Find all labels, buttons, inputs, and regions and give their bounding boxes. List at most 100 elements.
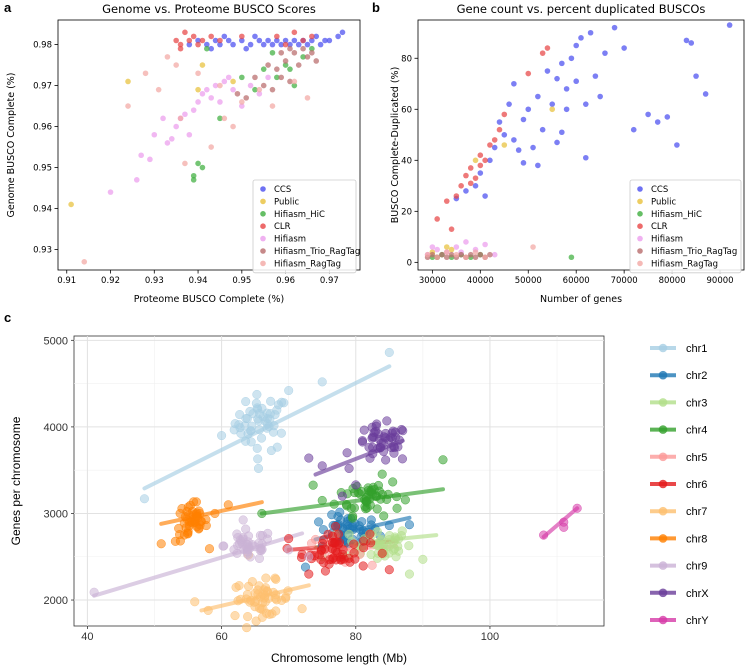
legend-marker — [637, 248, 643, 254]
data-point-chr6 — [377, 548, 387, 558]
data-point-hifiasm — [151, 131, 158, 138]
data-point-hifiasm — [133, 177, 140, 183]
data-point-hifiasm_ragtag — [530, 244, 536, 250]
data-point-hifiasm — [239, 103, 245, 109]
data-point-hifiasm_ragtag — [472, 249, 479, 255]
data-point-hifiasm_trio_ragtag — [234, 90, 241, 97]
panel-a-x-label: Proteome BUSCO Complete (%) — [134, 294, 284, 305]
data-point-hifiasm — [256, 90, 263, 97]
data-point-hifiasm — [204, 86, 210, 93]
data-point-hifiasm_hic — [204, 45, 210, 52]
data-point-chr3 — [390, 535, 400, 545]
legend-marker — [637, 211, 643, 217]
panel-c-letter: c — [4, 310, 11, 325]
legend-marker — [260, 211, 266, 217]
panel-a-letter: a — [4, 0, 12, 15]
data-point-chr2 — [384, 521, 394, 531]
data-point-ccs — [217, 41, 223, 48]
data-point-ccs — [520, 116, 527, 123]
data-point-ccs — [291, 37, 298, 44]
data-point-hifiasm — [107, 189, 114, 195]
data-point-chr4 — [361, 496, 371, 506]
x-tick-label: 60000 — [563, 276, 590, 286]
legend-label: chrX — [686, 588, 709, 600]
legend-label: chr3 — [686, 397, 707, 409]
data-point-ccs — [683, 37, 690, 44]
data-point-chr1 — [266, 396, 276, 406]
data-point-chr1 — [235, 410, 245, 420]
data-point-chr6 — [284, 534, 294, 544]
data-point-chr1 — [254, 425, 265, 435]
panel-c: c 40 60 80 100 2000 3000 4000 5000 chr1 chr2 chr3 c… — [4, 310, 709, 665]
data-point-hifiasm — [217, 99, 223, 105]
data-point-hifiasm_hic — [274, 74, 280, 81]
data-point-hifiasm_trio_ragtag — [269, 86, 276, 93]
data-point-clr — [477, 152, 484, 159]
x-tick-label: 100 — [481, 631, 499, 643]
legend-label: chr2 — [686, 370, 707, 382]
data-point-hifiasm_trio_ragtag — [429, 251, 436, 258]
data-point-ccs — [186, 41, 193, 48]
data-point-chr9 — [89, 587, 99, 597]
legend-marker — [260, 198, 266, 205]
data-point-clr — [182, 29, 188, 36]
data-point-chr7 — [190, 597, 200, 607]
data-point-chr4 — [353, 488, 363, 498]
data-point-clr — [491, 137, 498, 143]
data-point-ccs — [322, 37, 328, 44]
data-point-hifiasm_trio_ragtag — [448, 251, 455, 258]
data-point-hifiasm_hic — [282, 62, 289, 68]
data-point-ccs — [506, 101, 512, 107]
data-point-hifiasm_ragtag — [453, 251, 460, 258]
data-point-hifiasm_ragtag — [221, 115, 228, 122]
data-point-chr7 — [203, 605, 213, 615]
data-point-ccs — [282, 37, 289, 44]
data-point-chrX — [374, 434, 384, 444]
x-tick-label: 60 — [215, 631, 227, 643]
data-point-hifiasm_hic — [252, 86, 258, 93]
data-point-hifiasm_hic — [568, 254, 575, 261]
data-point-chr2 — [327, 510, 337, 520]
data-point-public — [549, 106, 556, 113]
data-point-chr7 — [271, 574, 281, 584]
data-point-hifiasm_trio_ragtag — [300, 45, 306, 52]
x-tick-label: 30000 — [419, 276, 446, 286]
data-point-ccs — [645, 111, 651, 118]
data-point-ccs — [582, 154, 589, 161]
data-point-hifiasm — [230, 86, 236, 93]
data-point-hifiasm — [168, 136, 175, 142]
data-point-chrX — [337, 491, 347, 501]
legend-marker — [260, 248, 266, 254]
data-point-ccs — [602, 50, 608, 56]
data-point-chrX — [381, 455, 391, 465]
data-point-clr — [467, 165, 474, 171]
data-point-chr6 — [327, 531, 338, 541]
data-point-chr1 — [384, 347, 394, 357]
data-point-chr6 — [345, 557, 355, 567]
data-point-chr7 — [261, 573, 271, 583]
data-point-chr3 — [391, 552, 401, 562]
x-tick-label: 70000 — [611, 276, 638, 286]
data-point-clr — [463, 172, 469, 179]
data-point-ccs — [225, 37, 232, 44]
data-point-ccs — [630, 126, 637, 133]
legend-label: chr5 — [686, 452, 707, 464]
data-point-ccs — [260, 41, 267, 48]
x-tick-label: 0.97 — [320, 276, 339, 286]
data-point-chr6 — [365, 529, 375, 539]
data-point-clr — [239, 33, 245, 40]
data-point-ccs — [515, 147, 522, 153]
data-point-ccs — [326, 37, 333, 44]
x-tick-label: 0.94 — [189, 276, 208, 286]
data-point-chr8 — [183, 529, 193, 539]
y-tick-label: 5000 — [44, 335, 68, 347]
data-point-hifiasm_ragtag — [195, 70, 201, 77]
data-point-ccs — [309, 37, 315, 44]
data-point-ccs — [278, 41, 285, 48]
data-point-hifiasm — [429, 244, 436, 250]
legend-marker — [260, 235, 266, 242]
data-point-chr8 — [194, 524, 204, 534]
data-point-public — [195, 86, 201, 93]
data-point-hifiasm_hic — [239, 74, 245, 81]
data-point-clr — [199, 37, 206, 44]
